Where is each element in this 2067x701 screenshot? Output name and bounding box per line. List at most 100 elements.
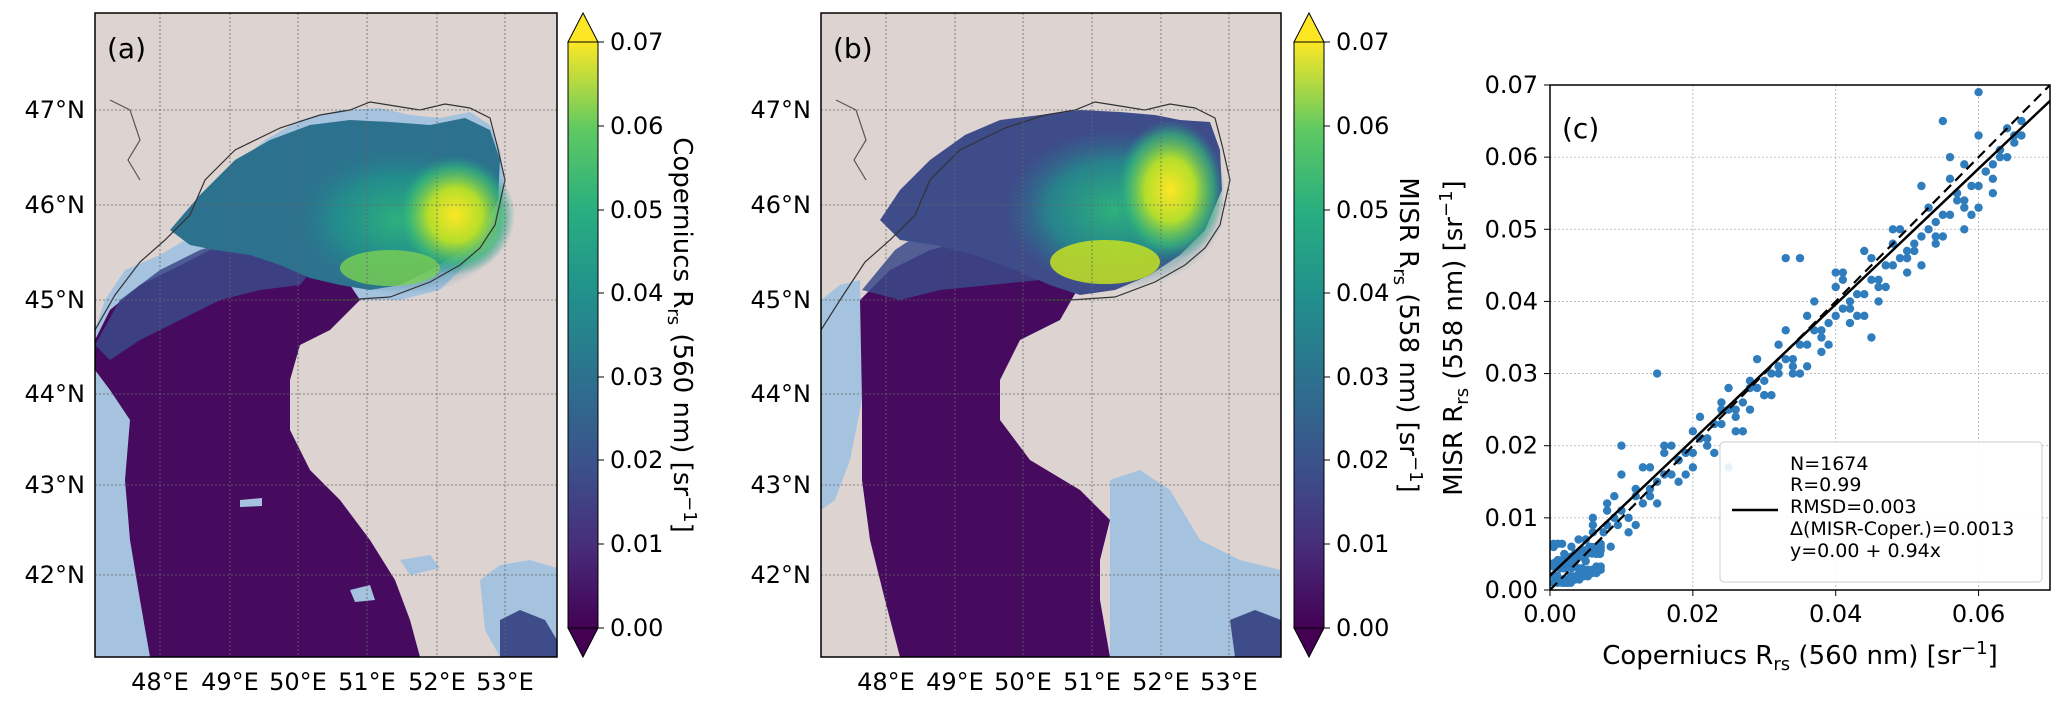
scatter-point xyxy=(1974,181,1983,191)
colorbar-tick: 0.03 xyxy=(610,363,663,391)
lon-tick: 50°E xyxy=(994,668,1052,696)
scatter-point xyxy=(1938,116,1948,126)
colorbar-tick: 0.07 xyxy=(1336,28,1389,56)
colorbar-extend-top xyxy=(1293,11,1325,43)
scatter-point xyxy=(1838,304,1848,313)
scatter-point xyxy=(1974,88,1983,97)
scatter-point xyxy=(1902,246,1912,256)
scatter-point xyxy=(1674,477,1683,486)
y-ticks: 0.00 0.01 0.02 0.03 0.04 0.05 0.06 0.07 xyxy=(1485,71,1550,604)
colorbar-tick: 0.04 xyxy=(1336,279,1389,307)
lat-ticks: 47°N 46°N 45°N 44°N 43°N 42°N xyxy=(751,96,812,589)
scatter-point xyxy=(1902,253,1912,263)
scatter-point xyxy=(1717,398,1726,407)
scatter-point xyxy=(1802,362,1812,371)
scatter-point xyxy=(1688,463,1698,472)
scatter-point xyxy=(1602,506,1612,515)
scatter-point xyxy=(1795,369,1805,378)
scatter-point xyxy=(2002,152,2012,162)
scatter-point xyxy=(1599,528,1608,537)
lat-tick: 47°N xyxy=(751,96,812,124)
scatter-point xyxy=(1838,268,1848,277)
colorbar-extend-bottom xyxy=(567,627,599,659)
scatter-point xyxy=(1960,196,1969,205)
y-tick-label: 0.00 xyxy=(1485,576,1538,604)
fit-line xyxy=(1550,99,2050,577)
lat-tick: 43°N xyxy=(751,471,812,499)
scatter-point xyxy=(1731,405,1740,414)
legend-r: R=0.99 xyxy=(1790,474,1861,496)
scatter-point xyxy=(1731,427,1740,436)
scatter-point xyxy=(1817,333,1826,342)
scatter-point xyxy=(1817,326,1826,335)
shallow-water-s1 xyxy=(240,498,262,507)
scatter-point xyxy=(1917,261,1926,270)
x-tick-label: 0.02 xyxy=(1666,600,1719,628)
scatter-point xyxy=(1774,369,1783,378)
scatter-point xyxy=(1760,376,1769,385)
scatter-point xyxy=(1610,492,1619,501)
scatter-point xyxy=(1967,210,1976,220)
colorbar-tick: 0.05 xyxy=(1336,196,1389,224)
lon-ticks: 48°E 49°E 50°E 51°E 52°E 53°E xyxy=(131,668,534,696)
scatter-point xyxy=(1781,253,1790,263)
colorbar-ticks: 0.00 0.01 0.02 0.03 0.04 0.05 0.06 0.07 xyxy=(1324,28,1389,642)
colorbar-tick: 0.00 xyxy=(610,614,663,642)
colorbar-tick: 0.01 xyxy=(1336,530,1389,558)
map-frame xyxy=(820,12,1282,658)
scatter-point xyxy=(1574,535,1583,544)
lat-tick: 42°N xyxy=(25,561,86,589)
scatter-point xyxy=(1931,239,1940,248)
panel-label: (a) xyxy=(107,32,146,65)
scatter-point xyxy=(1752,383,1762,393)
lon-ticks: 48°E 49°E 50°E 51°E 52°E 53°E xyxy=(857,668,1258,696)
scatter-point xyxy=(1695,412,1705,422)
plot-frame xyxy=(1549,84,2051,591)
scatter-point xyxy=(1681,470,1690,479)
scatter-point xyxy=(1917,181,1926,191)
panel-label: (c) xyxy=(1562,112,1599,145)
colorbar-frame xyxy=(567,41,599,629)
scatter-point xyxy=(1602,499,1612,508)
legend: N=1674 R=0.99 RMSD=0.003 Δ(MISR-Coper.)=… xyxy=(1719,441,2043,583)
scatter-point xyxy=(1638,463,1648,472)
scatter-point xyxy=(1788,354,1798,364)
sea-dark xyxy=(95,240,420,657)
scatter-point xyxy=(1824,318,1833,328)
colorbar-b: 0.00 0.01 0.02 0.03 0.04 0.05 0.06 0.07 … xyxy=(1293,11,1426,659)
scatter-point xyxy=(1752,354,1762,364)
scatter-point xyxy=(1717,419,1726,429)
sea-hotspot xyxy=(1115,120,1225,260)
scatter-point xyxy=(1938,232,1948,241)
x-tick-label: 0.04 xyxy=(1809,600,1862,628)
scatter-point xyxy=(1881,261,1890,270)
x-tick-label: 0.06 xyxy=(1952,600,2005,628)
scatter-point xyxy=(1645,492,1655,501)
legend-bias: Δ(MISR-Coper.)=0.0013 xyxy=(1790,518,2014,540)
scatter-point xyxy=(1860,246,1869,256)
scatter-point xyxy=(1831,268,1840,277)
scatter-point xyxy=(1652,369,1662,378)
scatter-point xyxy=(1667,470,1676,479)
colorbar-tick: 0.00 xyxy=(1336,614,1389,642)
scatter-point xyxy=(1667,441,1676,450)
scatter-point xyxy=(1702,434,1712,443)
scatter-point xyxy=(1613,520,1623,530)
scatter-point xyxy=(1981,167,1990,176)
scatter-point xyxy=(1631,492,1640,501)
map-frame xyxy=(94,12,558,658)
scatter-point xyxy=(1960,203,1969,212)
scatter-point xyxy=(1924,225,1933,234)
lon-tick: 49°E xyxy=(201,668,259,696)
lat-tick: 45°N xyxy=(25,286,86,314)
colorbar-tick: 0.01 xyxy=(610,530,663,558)
shallow-water-west xyxy=(821,280,862,510)
sea-se-dark xyxy=(1230,610,1281,657)
scatter-point xyxy=(1874,282,1883,292)
y-tick-label: 0.06 xyxy=(1485,143,1538,171)
sea-hotspot-south xyxy=(340,250,440,286)
scatter-point xyxy=(1596,546,1605,555)
scatter-point xyxy=(1802,311,1812,321)
x-axis-label: Coperniucs Rrs (560 nm) [sr−1] xyxy=(1602,638,1998,675)
scatter-point xyxy=(1974,203,1983,212)
